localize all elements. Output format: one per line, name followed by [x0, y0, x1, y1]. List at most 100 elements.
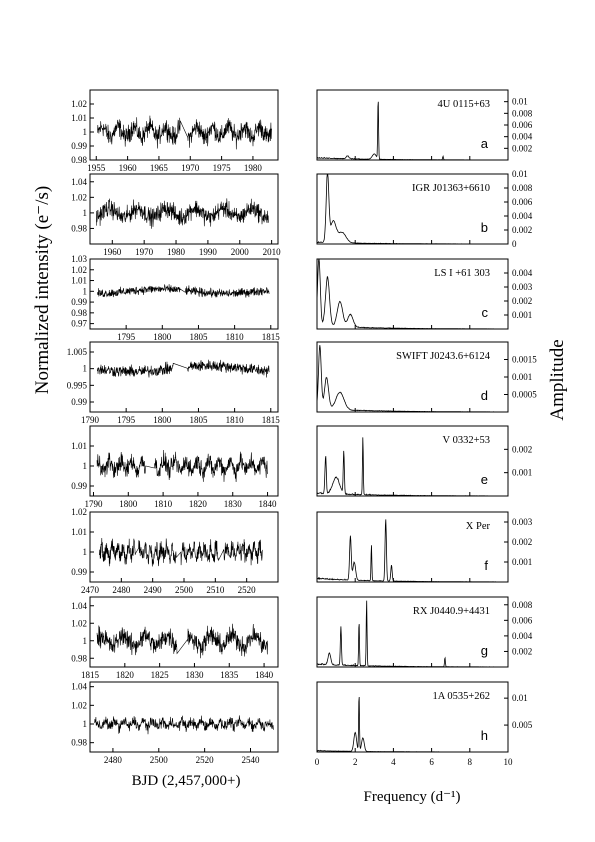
panel-a-lc: 0.98 0.99 1 1.01 1.02 1955 1960 1965 1970 1975 198…: [71, 89, 279, 173]
power-spectrum-line: [316, 696, 508, 753]
y-tick-label: 1.04: [71, 682, 87, 692]
x-tick-label: 1830: [185, 670, 204, 680]
x-tick-label: 1795: [117, 415, 136, 425]
panel-letter: f: [484, 558, 488, 573]
x-tick-label: 1840: [259, 499, 278, 509]
y-tick-label: 1.02: [71, 700, 87, 710]
x-tick-label: 1805: [189, 415, 208, 425]
y-tick-label: 1: [83, 547, 88, 557]
y-tick-label: 0.98: [71, 223, 87, 233]
panel-g-lc: 0.98 1 1.02 1.04 1815 1820 1825 1830 1835 1840: [71, 596, 279, 680]
source-name-label: X Per: [466, 521, 491, 532]
light-curve-line: [96, 359, 270, 378]
y-tick-label: 0.005: [512, 720, 533, 730]
x-tick-label: 1980: [244, 163, 263, 173]
x-tick-label: 2010: [263, 247, 282, 257]
y-tick-label: 1.01: [71, 113, 87, 123]
x-tick-label: 1815: [262, 332, 281, 342]
panel-frame: [89, 89, 279, 161]
power-spectrum-line: [317, 101, 508, 161]
y-tick-label: 0.99: [71, 567, 87, 577]
x-tick-label: 2000: [231, 247, 250, 257]
panel-f-lc: 0.99 1 1.01 1.02 2470 2480 2490 2500 2510 2520: [71, 507, 279, 595]
x-tick-label: 1980: [167, 247, 186, 257]
x-tick-label: 0: [315, 757, 320, 767]
panel-d-ps: 0.0005 0.001 0.0015 SWIFT J0243.6+6124 d: [316, 341, 537, 413]
y-tick-label: 0.98: [71, 738, 87, 748]
panel-frame: [89, 596, 279, 668]
x-tick-label: 1955: [87, 163, 106, 173]
y-tick-label: 1: [83, 364, 88, 374]
x-tick-label: 1815: [81, 670, 100, 680]
light-curve-line: [96, 284, 270, 298]
x-tick-label: 1790: [84, 499, 103, 509]
x-tick-label: 1820: [189, 499, 208, 509]
x-tick-label: 1820: [116, 670, 135, 680]
x-tick-label: 1825: [151, 670, 170, 680]
x-tick-label: 10: [504, 757, 514, 767]
y-tick-label: 0.002: [512, 225, 532, 235]
y-tick-label: 0.001: [512, 310, 532, 320]
y-tick-label: 0.01: [512, 169, 528, 179]
y-tick-label: 0.002: [512, 143, 532, 153]
x-tick-label: 2480: [112, 585, 131, 595]
x-tick-label: 2490: [144, 585, 163, 595]
y-tick-label: 1.02: [71, 99, 87, 109]
panel-frame: [316, 596, 509, 668]
y-tick-label: 1: [83, 286, 88, 296]
y-tick-label: 0.006: [512, 615, 533, 625]
light-curve-line: [96, 623, 268, 659]
y-tick-label: 0.008: [512, 108, 533, 118]
x-tick-label: 2520: [238, 585, 257, 595]
panel-e-lc: 0.99 1 1.01 1790 1800 1810 1820 1830 1840: [71, 425, 279, 509]
panel-f-ps: 0.001 0.002 0.003 X Per f: [316, 511, 533, 583]
y-tick-label: 1.02: [71, 265, 87, 275]
x-tick-label: 2520: [196, 755, 215, 765]
x-tick-label: 1810: [154, 499, 173, 509]
panel-h-lc: 0.98 1 1.02 1.04 2480 2500 2520 2540: [71, 681, 279, 765]
light-curve-line: [99, 537, 263, 567]
panel-c-ps: 0.001 0.002 0.003 0.004 LS I +61 303 c: [316, 258, 533, 330]
source-name-label: 4U 0115+63: [438, 99, 491, 110]
source-name-label: RX J0440.9+4431: [413, 606, 490, 617]
y-tick-label: 0.99: [71, 141, 87, 151]
y-tick-label: 1: [83, 208, 88, 218]
x-tick-label: 8: [468, 757, 473, 767]
y-tick-label: 0.002: [512, 444, 532, 454]
y-tick-label: 0.98: [71, 308, 87, 318]
y-tick-label: 1.01: [71, 527, 87, 537]
x-tick-label: 1965: [150, 163, 169, 173]
panel-b-lc: 0.98 1 1.02 1.04 1960 1970 1980 1990 2000 2010: [71, 173, 282, 257]
x-tick-label: 1800: [153, 415, 172, 425]
y-tick-label: 0.98: [71, 653, 87, 663]
source-name-label: SWIFT J0243.6+6124: [396, 351, 491, 362]
y-tick-label: 0.006: [512, 120, 533, 130]
y-tick-label: 1.04: [71, 601, 87, 611]
panel-frame: [316, 511, 509, 583]
x-tick-label: 1830: [224, 499, 243, 509]
left-x-axis-title: BJD (2,457,000+): [132, 773, 241, 789]
y-tick-label: 0.003: [512, 517, 533, 527]
y-tick-label: 0.001: [512, 372, 532, 382]
y-tick-label: 0.99: [71, 397, 87, 407]
x-tick-label: 1800: [119, 499, 138, 509]
panel-frame: [89, 258, 279, 330]
panel-frame: [89, 425, 279, 497]
panel-frame: [89, 681, 279, 753]
y-tick-label: 1: [83, 719, 88, 729]
panel-d-lc: 0.99 0.995 1 1.005 1790 1795 1800 1805 1810 1815: [67, 341, 280, 425]
y-tick-label: 0.002: [512, 646, 532, 656]
panel-frame: [89, 341, 279, 413]
y-tick-label: 1: [83, 636, 88, 646]
y-tick-label: 1: [83, 461, 88, 471]
right-x-axis-title: Frequency (d⁻¹): [364, 789, 461, 805]
y-tick-label: 0.004: [512, 132, 533, 142]
power-spectrum-line: [316, 173, 508, 245]
y-tick-label: 0.006: [512, 197, 533, 207]
x-tick-label: 2470: [81, 585, 100, 595]
y-tick-label: 1.04: [71, 177, 87, 187]
light-curve-line: [96, 198, 269, 229]
